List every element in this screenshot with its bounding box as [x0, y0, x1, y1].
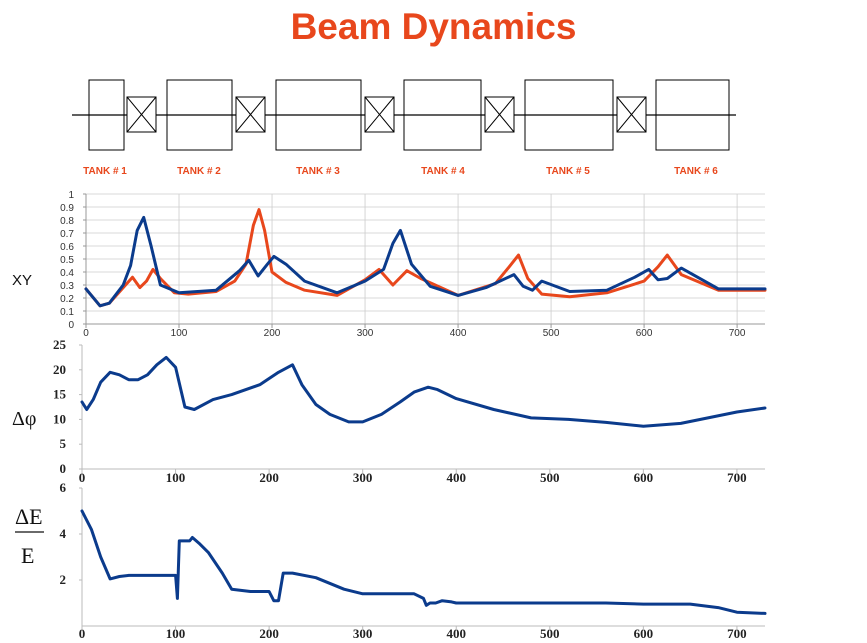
x-tick-label: 700 — [729, 328, 746, 339]
y-tick-label: 15 — [53, 387, 67, 402]
tank-lattice-diagram: TANK # 1 TANK # 2 TANK # 3 TANK # 4 TANK… — [72, 79, 736, 177]
x-tick-label: 200 — [264, 328, 281, 339]
y-tick-label: 0.7 — [60, 229, 74, 240]
x-tick-label: 300 — [357, 328, 374, 339]
tank-label-4: TANK # 4 — [421, 166, 465, 177]
quadrupole-4 — [484, 96, 515, 133]
tank-label-1: TANK # 1 — [83, 166, 127, 177]
de-over-e-axis-label: ΔE E — [15, 504, 44, 568]
y-tick-label: 6 — [60, 480, 67, 495]
quadrupole-diagonal — [126, 96, 157, 133]
quadrupole-diagonal — [616, 96, 647, 133]
x-tick-label: 600 — [634, 626, 654, 641]
series-line-blue — [80, 509, 767, 615]
x-tick-label: 0 — [83, 328, 89, 339]
y-tick-label: 20 — [53, 362, 66, 377]
chart-panel-3: 2 4 6 0 100 200 300 400 500 600 700 — [60, 480, 767, 641]
tank-box-3 — [275, 79, 362, 151]
x-tick-label: 200 — [259, 626, 279, 641]
tank-box-2 — [166, 79, 233, 151]
y-tick-label: 4 — [60, 526, 67, 541]
x-tick-label: 600 — [634, 470, 654, 485]
x-tick-label: 200 — [259, 470, 279, 485]
y-tick-label: 0.6 — [60, 242, 74, 253]
de-over-e-label-numerator: ΔE — [15, 504, 43, 529]
x-tick-label: 100 — [166, 470, 186, 485]
x-tick-label: 100 — [166, 626, 186, 641]
y-tick-label: 0.3 — [60, 281, 74, 292]
slide-title: Beam Dynamics — [290, 6, 577, 47]
y-tick-label: 0.1 — [60, 307, 74, 318]
quadrupole-diagonal — [484, 96, 515, 133]
tank-box-5 — [524, 79, 614, 151]
series-line-blue — [84, 215, 767, 308]
tank-box-1 — [88, 79, 125, 151]
chart-panel-2: 0 5 10 15 20 25 0 100 200 300 400 500 600 700 — [53, 337, 767, 485]
quadrupole-diagonal — [364, 96, 395, 133]
x-tick-label: 300 — [353, 470, 373, 485]
tank-box-4 — [403, 79, 482, 151]
y-tick-label: 10 — [53, 411, 66, 426]
x-tick-label: 500 — [543, 328, 560, 339]
dphi-axis-label: Δφ — [12, 408, 36, 430]
x-tick-label: 300 — [353, 626, 373, 641]
y-tick-label: 25 — [53, 337, 67, 352]
quadrupole-diagonal — [235, 96, 266, 133]
y-tick-label: 2 — [60, 572, 67, 587]
tank-label-3: TANK # 3 — [296, 166, 340, 177]
tank-box-6 — [655, 79, 730, 151]
x-tick-label: 500 — [540, 470, 560, 485]
de-over-e-label-denominator: E — [21, 543, 34, 568]
x-tick-label: 0 — [79, 470, 86, 485]
series-line-red — [84, 208, 767, 308]
y-tick-label: 0 — [60, 461, 67, 476]
y-tick-label: 1 — [68, 190, 74, 201]
x-tick-label: 700 — [727, 470, 747, 485]
x-tick-label: 700 — [727, 626, 747, 641]
x-tick-label: 400 — [446, 626, 466, 641]
x-tick-label: 500 — [540, 626, 560, 641]
x-tick-label: 0 — [79, 626, 86, 641]
quadrupole-5 — [616, 96, 647, 133]
series-line-blue — [80, 355, 767, 428]
tank-label-2: TANK # 2 — [177, 166, 221, 177]
y-tick-label: 0.4 — [60, 268, 74, 279]
y-tick-label: 0.2 — [60, 294, 74, 305]
x-tick-label: 400 — [446, 470, 466, 485]
y-tick-label: 0 — [68, 320, 74, 331]
x-tick-label: 100 — [171, 328, 188, 339]
quadrupole-1 — [126, 96, 157, 133]
tank-label-5: TANK # 5 — [546, 166, 590, 177]
y-tick-label: 0.9 — [60, 203, 74, 214]
chart-panel-1: 0 0.1 0.2 0.3 0.4 0.5 0.6 0.7 0.8 0.9 1 0 100 200 300 4… — [60, 190, 767, 339]
y-tick-label: 5 — [60, 436, 67, 451]
y-tick-label: 0.8 — [60, 216, 74, 227]
y-tick-label: 0.5 — [60, 255, 74, 266]
tank-label-6: TANK # 6 — [674, 166, 718, 177]
quadrupole-2 — [235, 96, 266, 133]
quadrupole-3 — [364, 96, 395, 133]
xy-axis-label: XY — [12, 272, 32, 289]
x-tick-label: 600 — [636, 328, 653, 339]
x-tick-label: 400 — [450, 328, 467, 339]
